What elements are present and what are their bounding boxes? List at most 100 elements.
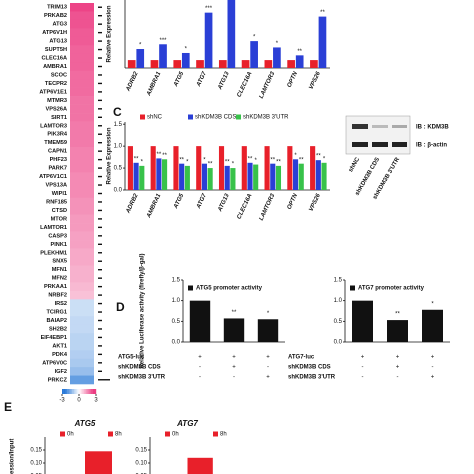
colorbar-cell	[92, 389, 95, 394]
gene-label: NRBF2	[48, 293, 67, 299]
tick-dash	[98, 99, 102, 102]
heatmap-cell	[70, 163, 94, 173]
legend-swatch	[188, 114, 193, 120]
gene-label: PINK1	[51, 242, 67, 248]
bar	[321, 162, 327, 190]
heatmap-cell	[70, 265, 94, 275]
tick-dash	[98, 218, 102, 220]
gene-label: TCIRG1	[46, 310, 67, 316]
condition-mark: -	[397, 375, 399, 381]
tick-dash	[98, 201, 102, 203]
bar	[264, 146, 270, 190]
bar	[196, 60, 204, 68]
y-tick-label: 0.10	[135, 461, 147, 467]
bar	[310, 60, 318, 68]
significance: *	[294, 153, 297, 159]
western-blot	[345, 115, 411, 155]
gene-label: AKT1	[52, 343, 67, 349]
heatmap-cell	[70, 333, 94, 342]
bar	[352, 300, 373, 342]
condition-mark: +	[266, 375, 270, 381]
gene-label: LAMTOR3	[40, 123, 67, 129]
panel-label: E	[4, 400, 12, 414]
heatmap-cell	[70, 299, 94, 309]
bar	[230, 168, 236, 190]
heatmap-cell	[70, 104, 94, 114]
tick-dash	[98, 362, 102, 364]
gene-label: ATG13	[49, 39, 67, 45]
significance: *	[232, 162, 235, 168]
bar	[292, 159, 299, 190]
y-tick-label: 0.10	[30, 461, 42, 467]
colorbar-cell	[79, 389, 81, 394]
heatmap-cell	[70, 62, 94, 72]
heatmap-cell	[70, 3, 94, 12]
significance: *	[141, 159, 144, 165]
bar	[127, 146, 133, 190]
gene-label: SNX5	[52, 259, 67, 265]
gene-label: EIF4EBP1	[41, 335, 67, 341]
tick-dash	[98, 133, 102, 135]
condition-mark: -	[199, 375, 201, 381]
y-tick-label: 0.0	[172, 340, 181, 346]
condition-mark: +	[361, 355, 365, 361]
gene-label: MTOR	[51, 216, 67, 222]
tick-dash	[98, 336, 102, 339]
colorbar-cell	[94, 389, 97, 394]
gene-label: TRIM13	[47, 5, 67, 11]
gene-label: VPS13A	[46, 183, 67, 189]
chart-title: ATG5	[74, 419, 96, 428]
heatmap-cell	[70, 214, 94, 224]
bar	[224, 165, 230, 190]
heatmap-cell	[70, 307, 94, 317]
tick-dash	[98, 142, 102, 144]
heatmap-cell	[70, 180, 94, 190]
significance: **	[232, 310, 237, 316]
condition-label: shKDM3B CDS	[288, 365, 331, 371]
bar	[318, 16, 327, 68]
tick-dash	[98, 184, 102, 186]
bar	[241, 146, 247, 190]
tick-dash	[98, 260, 102, 262]
bar	[218, 60, 227, 68]
blot-label: IB : KDM3B	[416, 125, 449, 131]
significance: **	[248, 156, 253, 162]
tick-dash	[98, 74, 102, 76]
bar	[127, 60, 136, 68]
legend-label: shKDM3B CDS	[195, 115, 236, 121]
y-tick-label: 0.0	[114, 188, 123, 194]
tick-dash	[98, 48, 102, 51]
colorbar-cell	[67, 389, 69, 394]
bar	[257, 319, 279, 342]
tick-dash	[98, 125, 102, 127]
bar	[387, 320, 408, 342]
gene-label: PRKAB2	[44, 13, 67, 19]
tick-dash	[98, 65, 102, 68]
legend-swatch	[165, 431, 170, 437]
bar	[201, 163, 207, 190]
significance: **	[270, 157, 275, 163]
colorbar-cell	[63, 389, 66, 394]
heatmap-cell	[70, 11, 94, 21]
heatmap-cell	[70, 231, 94, 241]
colorbar-cell	[73, 389, 76, 394]
gene-label: PDK4	[52, 352, 68, 358]
significance: **	[208, 162, 213, 168]
heatmap-cell	[70, 130, 94, 139]
bar	[273, 47, 281, 68]
heatmap-cell	[70, 45, 94, 55]
legend-label: 0h	[67, 432, 74, 438]
y-tick-label: 1.0	[334, 298, 343, 304]
significance: **	[225, 159, 230, 165]
colorbar-cell	[90, 389, 93, 394]
colorbar-label: 0	[77, 398, 81, 404]
tick-dash	[98, 294, 102, 296]
legend-label: shKDM3B 3'UTR	[243, 115, 289, 121]
bar	[298, 163, 304, 190]
bar	[173, 60, 182, 68]
heatmap-cell	[70, 282, 94, 292]
significance: **	[395, 312, 400, 318]
significance: *	[185, 47, 188, 53]
heatmap-cell	[70, 290, 94, 300]
